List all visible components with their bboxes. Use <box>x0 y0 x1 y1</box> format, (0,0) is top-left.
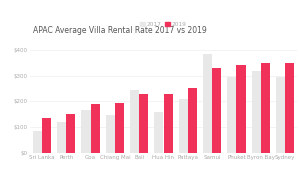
Bar <box>57 122 66 153</box>
Bar <box>106 115 115 153</box>
Bar <box>164 94 173 153</box>
Legend: 2017, 2019: 2017, 2019 <box>138 19 189 29</box>
Bar <box>261 63 270 153</box>
Bar <box>285 63 294 153</box>
Bar <box>139 94 148 153</box>
Bar <box>66 114 75 153</box>
Text: APAC Average Villa Rental Rate 2017 vs 2019: APAC Average Villa Rental Rate 2017 vs 2… <box>33 26 206 35</box>
Bar <box>178 99 188 153</box>
Bar <box>81 110 91 153</box>
Bar <box>203 54 212 153</box>
Bar <box>252 70 261 153</box>
Bar <box>154 112 164 153</box>
Bar <box>42 118 51 153</box>
Bar <box>33 131 42 153</box>
Bar <box>188 89 197 153</box>
Bar <box>115 102 124 153</box>
Bar <box>236 65 246 153</box>
Bar <box>130 90 139 153</box>
Bar <box>227 77 236 153</box>
Bar <box>91 104 100 153</box>
Bar <box>276 77 285 153</box>
Bar <box>212 68 221 153</box>
